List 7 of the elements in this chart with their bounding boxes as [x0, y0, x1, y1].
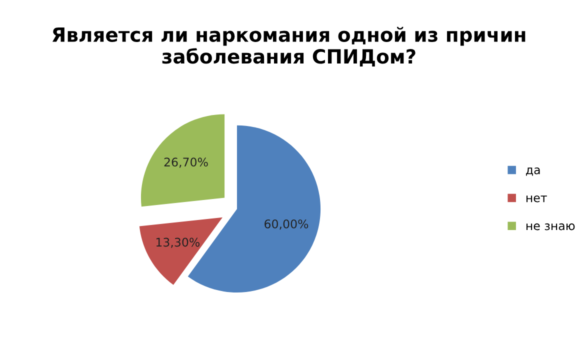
legend-label: нет	[526, 195, 547, 202]
data-label: 60,00%	[264, 219, 308, 230]
legend-label: да	[526, 168, 540, 176]
data-label: 26,70%	[164, 158, 208, 168]
data-label: 13,30%	[156, 238, 200, 248]
legend-label: не знаю	[526, 223, 575, 230]
chart-title: Является ли наркомания одной из причин заболевания СПИДом?	[52, 26, 526, 67]
